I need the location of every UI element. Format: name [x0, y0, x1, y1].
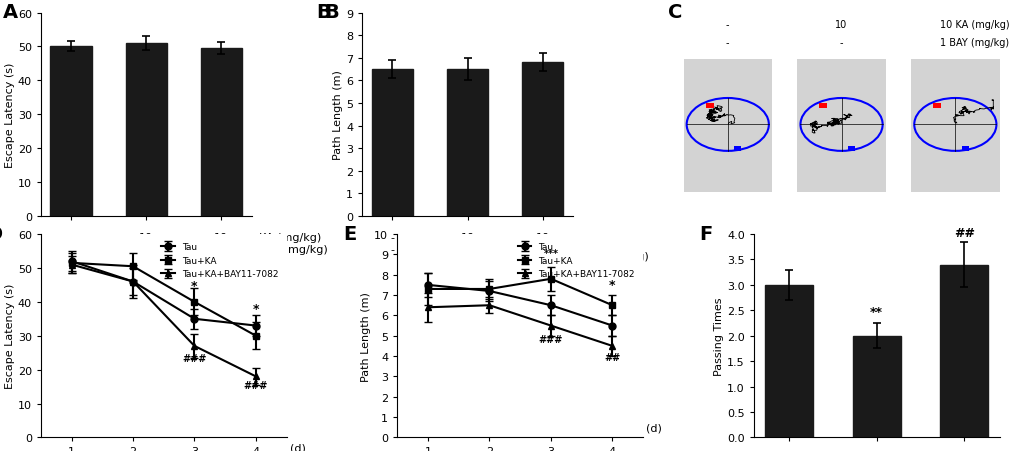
FancyBboxPatch shape: [910, 60, 999, 192]
FancyBboxPatch shape: [818, 104, 826, 109]
Bar: [852, 336, 900, 437]
Text: **: **: [869, 305, 882, 318]
FancyBboxPatch shape: [932, 104, 941, 109]
FancyBboxPatch shape: [797, 60, 884, 192]
Bar: [940, 265, 987, 437]
Text: *: *: [608, 278, 615, 291]
Text: 10: 10: [139, 233, 153, 243]
Text: C: C: [667, 3, 682, 23]
Text: B: B: [316, 3, 330, 23]
Text: BAY (mg/kg): BAY (mg/kg): [259, 245, 327, 255]
Text: ##: ##: [603, 352, 620, 362]
Text: -: -: [839, 38, 843, 48]
Text: F: F: [699, 224, 712, 244]
Text: ***: ***: [543, 249, 557, 259]
Text: ###: ###: [244, 380, 268, 390]
FancyBboxPatch shape: [734, 147, 741, 152]
Text: -: -: [726, 38, 729, 48]
Text: 1 BAY (mg/kg): 1 BAY (mg/kg): [938, 38, 1008, 48]
Text: B: B: [324, 3, 338, 23]
Text: -: -: [69, 233, 73, 243]
Text: BAY (mg/kg): BAY (mg/kg): [580, 251, 648, 261]
FancyBboxPatch shape: [683, 60, 771, 192]
Text: -: -: [390, 233, 394, 243]
Text: 10: 10: [535, 233, 549, 243]
Text: ##: ##: [953, 226, 974, 239]
Text: *: *: [191, 279, 198, 292]
Text: (d): (d): [289, 442, 306, 451]
Bar: [50, 46, 92, 216]
Text: A: A: [3, 3, 18, 23]
FancyBboxPatch shape: [847, 147, 854, 152]
Text: 1: 1: [218, 245, 224, 255]
Y-axis label: Escape Latency (s): Escape Latency (s): [5, 283, 15, 389]
FancyBboxPatch shape: [961, 147, 968, 152]
Y-axis label: Passing Times: Passing Times: [713, 297, 723, 375]
FancyBboxPatch shape: [705, 104, 713, 109]
Text: ###: ###: [538, 334, 562, 344]
Legend: Tau, Tau+KA, Tau+KA+BAY11-7082: Tau, Tau+KA, Tau+KA+BAY11-7082: [514, 239, 638, 282]
Text: 10 KA (mg/kg): 10 KA (mg/kg): [938, 19, 1008, 30]
Text: -: -: [726, 19, 729, 30]
Text: D: D: [0, 224, 3, 244]
Text: 10: 10: [835, 19, 847, 30]
Bar: [125, 44, 167, 216]
Text: *: *: [253, 303, 259, 316]
Text: 10: 10: [460, 233, 474, 243]
Text: 10: 10: [214, 233, 228, 243]
Bar: [371, 70, 413, 216]
Y-axis label: Path Length (m): Path Length (m): [333, 70, 342, 160]
Text: 1: 1: [539, 245, 545, 255]
Text: E: E: [342, 224, 356, 244]
Text: -: -: [465, 245, 469, 255]
Bar: [764, 285, 812, 437]
Text: KA (mg/kg): KA (mg/kg): [580, 235, 642, 245]
Bar: [522, 63, 562, 216]
Legend: Tau, Tau+KA, Tau+KA+BAY11-7082: Tau, Tau+KA, Tau+KA+BAY11-7082: [158, 239, 282, 282]
Y-axis label: Escape Latency (s): Escape Latency (s): [5, 62, 15, 168]
Bar: [201, 49, 242, 216]
Text: ###: ###: [182, 353, 207, 363]
Text: KA (mg/kg): KA (mg/kg): [259, 233, 321, 243]
Y-axis label: Path Length (m): Path Length (m): [361, 291, 371, 381]
Text: -: -: [144, 245, 148, 255]
Text: -: -: [390, 245, 394, 255]
Bar: [446, 70, 488, 216]
Text: (d): (d): [646, 422, 661, 433]
Text: -: -: [69, 245, 73, 255]
